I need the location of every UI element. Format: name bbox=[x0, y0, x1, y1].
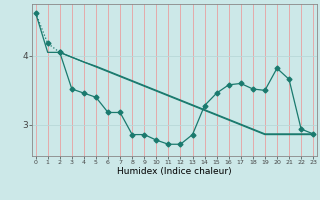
X-axis label: Humidex (Indice chaleur): Humidex (Indice chaleur) bbox=[117, 167, 232, 176]
